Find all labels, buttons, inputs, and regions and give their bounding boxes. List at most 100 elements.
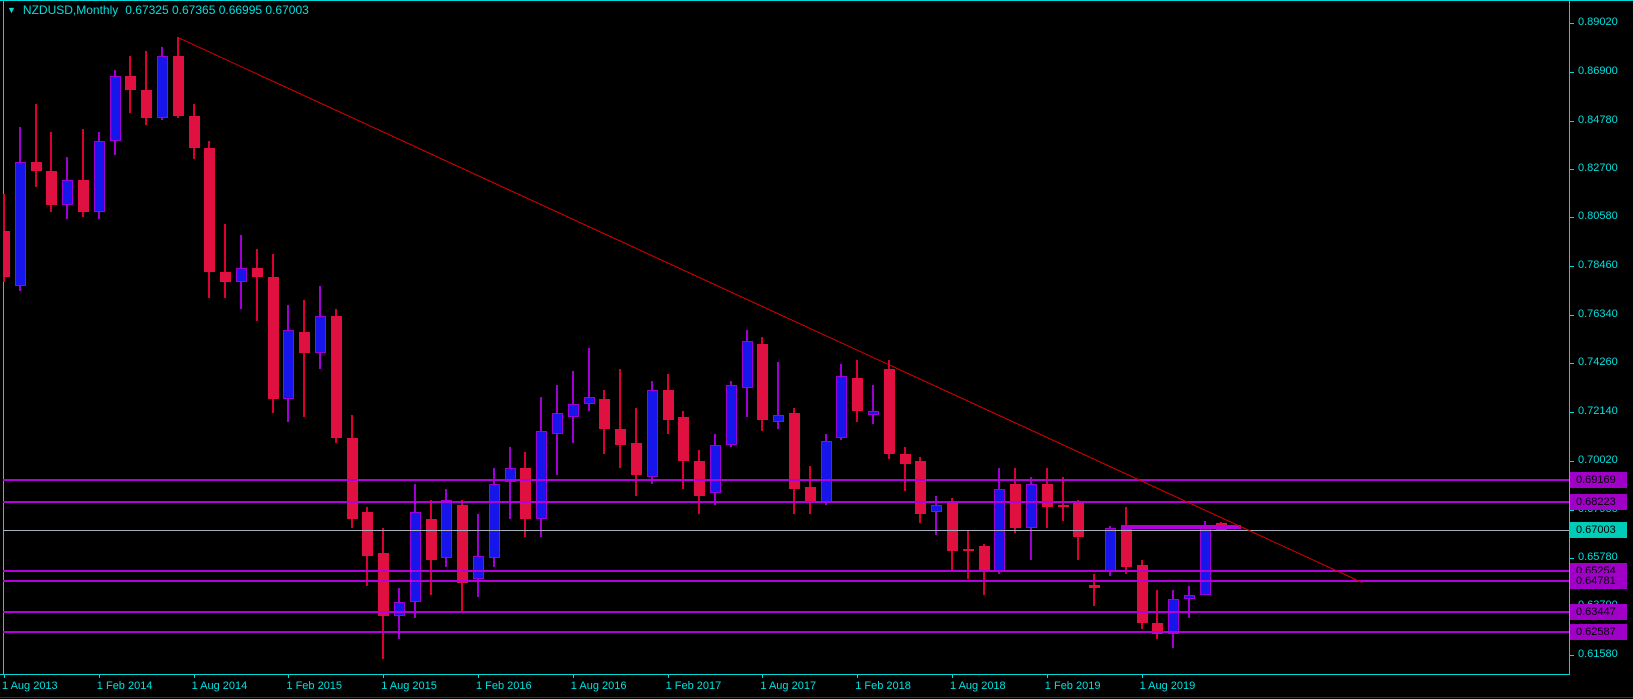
time-axis-label: 1 Aug 2019	[1139, 680, 1196, 692]
candle	[1168, 599, 1180, 635]
price-axis-tick-label: 0.78460	[1578, 259, 1618, 272]
candle	[267, 276, 279, 400]
candle	[141, 90, 153, 118]
time-axis-label: 1 Aug 2016	[570, 680, 627, 692]
candle	[820, 440, 832, 503]
horizontal-trendline-segment[interactable]	[1120, 525, 1242, 530]
candle	[441, 500, 453, 558]
candle	[362, 511, 374, 556]
candle	[883, 369, 895, 455]
symbol-dropdown-icon[interactable]: ▼	[7, 5, 16, 15]
candle	[1057, 505, 1069, 508]
current-price-line[interactable]	[3, 530, 1569, 532]
time-axis-label: 1 Feb 2015	[286, 680, 343, 692]
candle-wick	[255, 249, 258, 321]
horizontal-line[interactable]	[3, 611, 1569, 614]
price-axis-tick-label: 0.82700	[1578, 161, 1618, 174]
candle	[330, 316, 342, 439]
price-axis-tick	[1569, 655, 1574, 657]
line-price-label: 0.68223	[1570, 494, 1627, 511]
candle	[567, 403, 579, 418]
candle	[852, 378, 864, 411]
candle	[678, 417, 690, 462]
candle	[1136, 564, 1148, 623]
candle	[1184, 594, 1195, 600]
candle	[409, 511, 421, 602]
candle	[962, 548, 974, 552]
candle-wick	[903, 447, 906, 492]
time-axis-tick	[478, 674, 479, 678]
chart-border-top	[0, 0, 1633, 1]
time-axis-label: 1 Feb 2019	[1044, 680, 1101, 692]
candle	[725, 385, 737, 446]
candle-wick	[1188, 585, 1190, 618]
candle-wick	[145, 51, 148, 125]
line-price-label: 0.62587	[1570, 624, 1627, 641]
time-axis-tick	[572, 674, 574, 678]
candle	[78, 180, 89, 213]
candle	[157, 55, 168, 118]
candle	[757, 343, 769, 420]
price-axis-separator	[1569, 0, 1570, 674]
candle	[741, 341, 753, 388]
horizontal-line[interactable]	[3, 580, 1569, 583]
price-axis-tick-label: 0.89020	[1578, 16, 1618, 28]
candle	[552, 412, 563, 434]
price-axis-tick-label: 0.86900	[1578, 64, 1618, 77]
time-axis-label: 1 Feb 2016	[476, 680, 532, 692]
candle	[204, 147, 216, 273]
time-axis-tick	[857, 674, 859, 678]
candle	[283, 329, 295, 399]
candle-wick	[966, 530, 969, 579]
candle	[346, 438, 358, 519]
line-price-label: 0.69169	[1570, 472, 1627, 489]
horizontal-line[interactable]	[3, 631, 1569, 634]
candle	[188, 115, 200, 148]
line-price-label: 0.64781	[1570, 573, 1627, 590]
time-axis-label: 1 Feb 2018	[855, 680, 911, 692]
candle	[646, 389, 658, 478]
candle	[520, 468, 532, 519]
price-axis-tick-label: 0.65780	[1578, 551, 1618, 564]
time-axis-label: 1 Aug 2013	[2, 680, 58, 692]
candle	[1026, 484, 1037, 529]
candle-wick	[1093, 574, 1096, 607]
candle	[3, 230, 10, 277]
candle	[62, 180, 74, 206]
candle	[1010, 484, 1022, 529]
candle	[457, 505, 469, 584]
candle	[536, 431, 548, 519]
candle	[899, 454, 911, 464]
candle	[947, 502, 958, 552]
time-axis-tick	[667, 674, 669, 678]
horizontal-line[interactable]	[3, 479, 1569, 482]
horizontal-line[interactable]	[3, 569, 1569, 572]
price-axis-tick-label: 0.74260	[1578, 356, 1618, 369]
candle	[378, 553, 390, 616]
candle	[251, 267, 263, 277]
price-axis-tick	[1569, 168, 1574, 170]
price-axis-tick	[1569, 23, 1574, 24]
candle-wick	[619, 369, 622, 469]
price-axis-tick	[1569, 558, 1574, 560]
candle	[425, 518, 437, 561]
time-axis-label: 1 Feb 2014	[96, 680, 153, 692]
candle	[46, 170, 58, 206]
candle	[694, 461, 706, 496]
horizontal-line[interactable]	[3, 501, 1569, 504]
time-axis-label: 1 Aug 2015	[381, 680, 437, 692]
time-axis-label: 1 Aug 2018	[950, 680, 1006, 692]
price-axis-tick	[1569, 217, 1574, 219]
candle	[1089, 584, 1101, 588]
time-axis-tick	[193, 674, 195, 678]
price-chart-plot-area[interactable]	[3, 0, 1569, 674]
candle	[1199, 525, 1211, 595]
candle-wick	[935, 495, 938, 535]
price-axis-tick	[1569, 411, 1574, 413]
time-axis-tick	[762, 674, 764, 678]
price-axis-tick	[1569, 71, 1574, 73]
candle	[473, 555, 484, 579]
candle-wick	[303, 299, 306, 418]
time-axis-label: 1 Aug 2014	[191, 680, 248, 692]
time-axis-tick	[288, 674, 290, 678]
